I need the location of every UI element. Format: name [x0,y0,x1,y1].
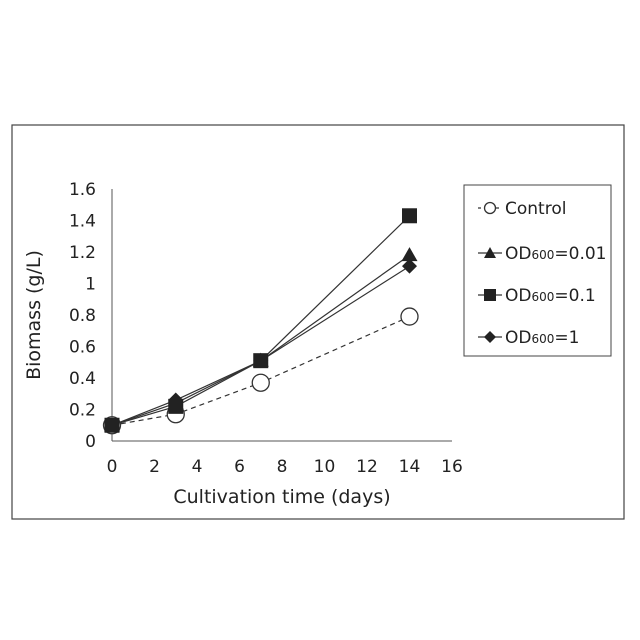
data-point [253,353,268,368]
legend-marker [485,203,496,214]
legend-label-text: OD [505,244,531,264]
y-axis-title: Biomass (g/L) [23,250,45,380]
legend-label-subscript: 600 [531,290,554,304]
data-point [252,374,269,391]
y-tick-label: 1.6 [69,180,96,200]
legend-label-subscript: 600 [531,332,554,346]
legend-marker [484,289,496,301]
y-tick-label: 1 [85,275,96,295]
x-tick-label: 2 [149,457,160,477]
x-tick-label: 10 [314,457,336,477]
y-tick-label: 0.4 [69,369,96,389]
legend-label-text: OD [505,328,531,348]
x-tick-label: 6 [234,457,245,477]
y-tick-label: 1.4 [69,212,96,232]
x-tick-label: 16 [441,457,463,477]
legend: ControlOD600=0.01OD600=0.1OD600=1 [464,185,611,356]
x-tick-label: 12 [356,457,378,477]
legend-label-suffix: =0.1 [554,286,595,306]
x-tick-label: 14 [399,457,421,477]
y-tick-labels: 0 0.2 0.4 0.6 0.8 1 1.2 1.4 1.6 [69,180,96,452]
legend-label: Control [505,199,566,219]
legend-label-subscript: 600 [531,248,554,262]
legend-label: OD600=0.01 [505,244,607,264]
x-axis-title: Cultivation time (days) [173,486,390,508]
data-point [402,208,417,223]
x-tick-label: 4 [192,457,203,477]
legend-label-text: Control [505,199,566,219]
y-tick-label: 0.2 [69,401,96,421]
legend-label-text: OD [505,286,531,306]
data-point [168,399,183,414]
x-tick-label: 0 [107,457,118,477]
data-point [401,308,418,325]
legend-label-suffix: =0.01 [554,244,606,264]
y-tick-label: 0 [85,432,96,452]
data-point [105,418,120,433]
y-tick-label: 1.2 [69,243,96,263]
x-tick-label: 8 [277,457,288,477]
y-tick-label: 0.8 [69,306,96,326]
legend-label-suffix: =1 [554,328,579,348]
y-tick-label: 0.6 [69,338,96,358]
